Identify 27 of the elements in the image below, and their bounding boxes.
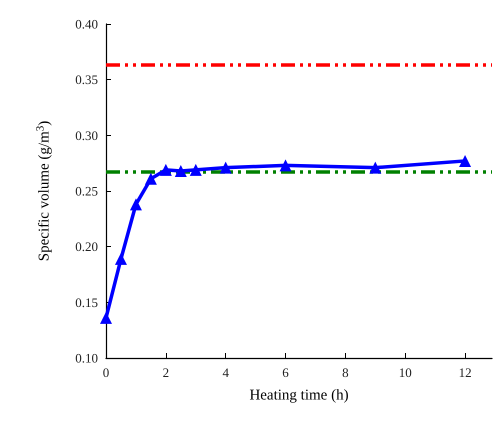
point [174, 164, 187, 177]
point [220, 162, 232, 174]
x-tick-label: 10 [398, 365, 412, 380]
y-tick-label: 0.40 [75, 16, 98, 32]
point [144, 172, 157, 185]
point [160, 164, 172, 176]
point [280, 159, 292, 172]
y-tick-label: 0.10 [75, 350, 98, 366]
point [459, 154, 472, 167]
point [190, 164, 202, 176]
x-axis-title: Heating time (h) [249, 388, 349, 404]
y-tick-label: 0.15 [75, 294, 98, 310]
y-tick-label: 0.20 [75, 239, 98, 254]
y-tick-label: 0.25 [75, 184, 98, 198]
x-tick-label: 8 [342, 365, 349, 380]
x-tick-label: 2 [162, 365, 170, 380]
point [369, 162, 382, 174]
x-tick-label: 4 [222, 365, 230, 380]
x-tick-label: 0 [102, 365, 110, 380]
y-axis-title: Specific volume (g/m3) [34, 120, 52, 262]
point [114, 252, 127, 265]
point [130, 198, 142, 210]
x-tick-label: 12 [458, 365, 472, 380]
y-tick-label: 0.30 [75, 128, 98, 143]
x-tick-label: 6 [282, 365, 290, 380]
y-tick-label: 0.35 [75, 72, 98, 88]
point [100, 312, 112, 324]
